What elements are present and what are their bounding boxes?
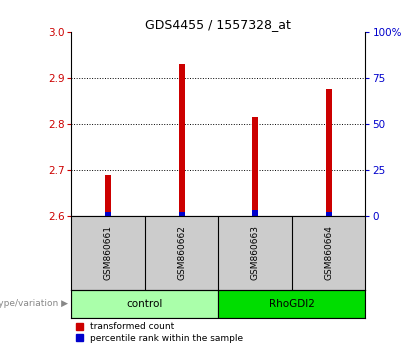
Bar	[105, 175, 111, 216]
Bar	[326, 212, 332, 216]
Text: GSM860661: GSM860661	[104, 225, 113, 280]
Bar	[252, 211, 258, 216]
Bar	[179, 212, 185, 216]
Bar	[105, 212, 111, 216]
Text: GSM860662: GSM860662	[177, 225, 186, 280]
Text: genotype/variation ▶: genotype/variation ▶	[0, 299, 68, 308]
Bar	[218, 290, 365, 318]
Legend: transformed count, percentile rank within the sample: transformed count, percentile rank withi…	[76, 322, 244, 343]
Text: GSM860664: GSM860664	[324, 225, 333, 280]
Text: control: control	[127, 299, 163, 309]
Bar	[326, 90, 332, 216]
Title: GDS4455 / 1557328_at: GDS4455 / 1557328_at	[145, 18, 291, 31]
Text: RhoGDI2: RhoGDI2	[269, 299, 315, 309]
Bar	[71, 290, 218, 318]
Bar	[179, 64, 185, 216]
Text: GSM860663: GSM860663	[251, 225, 260, 280]
Bar	[252, 117, 258, 216]
